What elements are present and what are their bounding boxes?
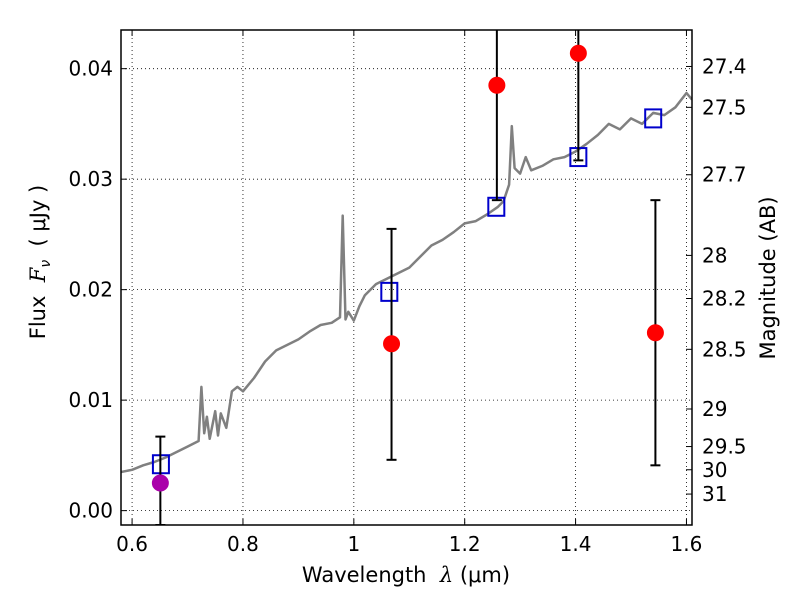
x-axis-title-prefix: Wavelength bbox=[302, 563, 440, 587]
y2-tick-label: 31 bbox=[702, 482, 727, 506]
y-tick-label: 0.04 bbox=[68, 57, 113, 81]
y2-tick-label: 28.5 bbox=[702, 337, 747, 361]
y2-axis-title: Magnitude (AB) bbox=[756, 196, 780, 359]
x-tick-label: 1.6 bbox=[671, 532, 703, 556]
observed-point bbox=[383, 335, 401, 353]
plot-frame bbox=[120, 29, 693, 526]
x-axis-title: Wavelength λ (μm) bbox=[302, 563, 510, 587]
y-tick-label: 0.01 bbox=[68, 388, 113, 412]
y-axis-title-suffix: ( μJy ) bbox=[26, 185, 50, 260]
observed-point bbox=[151, 474, 169, 492]
observed-point bbox=[488, 76, 506, 94]
y2-tick-label: 27.4 bbox=[702, 54, 747, 78]
y2-tick-label: 28.2 bbox=[702, 286, 747, 310]
observed-point bbox=[569, 44, 587, 62]
y-axis-title-symbol: F bbox=[26, 266, 50, 283]
y2-tick-label: 29.5 bbox=[702, 435, 747, 459]
x-tick-label: 1.4 bbox=[560, 532, 592, 556]
axes: 0.6 0.8 1 1.2 1.4 1.6 0.00 0.01 0.02 0.03 0.04 27.4… bbox=[68, 30, 747, 556]
observed-point bbox=[646, 324, 664, 342]
y2-tick-label: 27.5 bbox=[702, 95, 747, 119]
grid-lines bbox=[121, 30, 692, 525]
y-tick-label: 0.03 bbox=[68, 167, 113, 191]
spectrum-line bbox=[121, 91, 692, 474]
y2-tick-label: 30 bbox=[702, 458, 727, 482]
y-axis-title-subscript: ν bbox=[38, 260, 54, 268]
y2-tick-label: 27.7 bbox=[702, 163, 747, 187]
y-tick-label: 0.00 bbox=[68, 499, 113, 523]
x-tick-label: 1 bbox=[347, 532, 360, 556]
y-tick-label: 0.02 bbox=[68, 278, 113, 302]
y2-tick-label: 29 bbox=[702, 397, 727, 421]
x-tick-label: 1.2 bbox=[449, 532, 481, 556]
model-point-square bbox=[644, 108, 663, 129]
y-axis-title-prefix: Flux bbox=[26, 282, 50, 339]
x-axis-title-symbol: λ bbox=[439, 563, 453, 587]
x-tick-label: 0.6 bbox=[116, 532, 148, 556]
x-tick-label: 0.8 bbox=[227, 532, 259, 556]
plot-area bbox=[121, 30, 692, 525]
x-axis-title-suffix: (μm) bbox=[453, 563, 510, 587]
model-point-square bbox=[380, 281, 399, 302]
y2-tick-label: 28 bbox=[702, 243, 727, 267]
y-axis-title: Flux Fν ( μJy ) bbox=[26, 185, 54, 340]
